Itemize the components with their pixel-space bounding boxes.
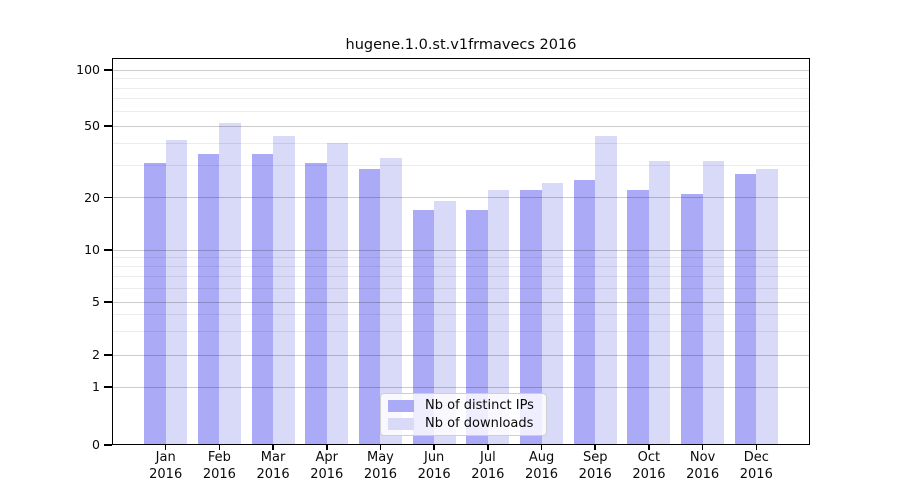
x-tick-aug	[540, 445, 543, 450]
bar-downloads-jul	[487, 190, 510, 445]
x-tick-nov	[701, 445, 704, 450]
major-gridline-1	[112, 386, 810, 388]
x-tick-label-jul: Jul 2016	[471, 450, 505, 482]
y-tick-50	[104, 125, 112, 127]
bar-distinct-ips-aug	[520, 190, 542, 445]
y-tick-100	[104, 69, 112, 71]
x-tick-jan	[164, 445, 167, 450]
y-tick-label-0: 0	[92, 437, 100, 452]
bars-layer	[112, 58, 810, 445]
minor-gridline-6	[112, 287, 810, 289]
x-tick-sep	[594, 445, 597, 450]
x-tick-dec	[755, 445, 758, 450]
x-tick-label-dec: Dec 2016	[739, 450, 773, 482]
bar-downloads-mar	[273, 135, 295, 445]
major-gridline-100	[112, 69, 810, 71]
y-tick-label-5: 5	[92, 294, 100, 309]
minor-gridline-90	[112, 78, 810, 79]
bar-downloads-dec	[756, 168, 778, 445]
bar-distinct-ips-may	[358, 168, 381, 445]
bar-downloads-nov	[702, 160, 725, 445]
y-tick-label-50: 50	[84, 118, 100, 133]
legend-label-downloads: Nb of downloads	[425, 416, 534, 431]
bar-downloads-may	[380, 158, 402, 445]
bar-downloads-oct	[648, 160, 671, 445]
y-tick-label-10: 10	[84, 242, 100, 257]
x-tick-mar	[272, 445, 274, 450]
bar-distinct-ips-mar	[251, 153, 274, 445]
legend-label-distinct-ips: Nb of distinct IPs	[425, 398, 534, 413]
y-tick-0	[104, 444, 112, 446]
y-tick-5	[104, 301, 112, 303]
legend-row-distinct-ips: Nb of distinct IPs	[388, 398, 538, 413]
minor-gridline-3	[112, 331, 810, 333]
bar-distinct-ips-jan	[144, 163, 166, 445]
minor-gridline-60	[112, 110, 810, 112]
minor-gridline-7	[112, 276, 810, 278]
x-tick-label-aug: Aug 2016	[524, 450, 559, 482]
legend: Nb of distinct IPs Nb of downloads	[380, 393, 547, 436]
major-gridline-10	[112, 249, 810, 251]
bar-distinct-ips-apr	[305, 163, 327, 445]
bar-distinct-ips-jun	[412, 209, 435, 445]
minor-gridline-80	[112, 87, 810, 89]
bar-distinct-ips-nov	[681, 193, 703, 445]
x-tick-feb	[218, 445, 221, 450]
y-tick-label-1: 1	[92, 379, 100, 394]
minor-gridline-8	[112, 266, 810, 268]
bar-distinct-ips-feb	[197, 153, 220, 445]
x-tick-oct	[648, 445, 650, 450]
grid-layer	[112, 58, 810, 445]
bar-distinct-ips-sep	[573, 180, 596, 445]
bar-downloads-feb	[219, 122, 241, 445]
x-tick-label-may: May 2016	[363, 450, 397, 482]
y-tick-label-20: 20	[84, 189, 100, 205]
y-tick-label-100: 100	[76, 62, 100, 77]
bar-distinct-ips-dec	[734, 174, 757, 445]
legend-swatch-downloads	[388, 417, 414, 430]
x-tick-label-jun: Jun 2016	[417, 450, 451, 482]
major-gridline-20	[112, 197, 810, 198]
x-tick-label-nov: Nov 2016	[686, 450, 720, 482]
minor-gridline-4	[112, 314, 810, 316]
x-tick-label-oct: Oct 2016	[632, 450, 666, 482]
minor-gridline-70	[112, 98, 810, 100]
minor-gridline-40	[112, 142, 810, 144]
y-tick-10	[104, 249, 112, 251]
bar-distinct-ips-jul	[466, 209, 488, 445]
x-tick-label-feb: Feb 2016	[202, 450, 236, 482]
minor-gridline-30	[112, 165, 810, 167]
y-tick-label-2: 2	[92, 347, 100, 362]
legend-row-downloads: Nb of downloads	[388, 416, 538, 431]
bar-downloads-jan	[165, 139, 188, 445]
major-gridline-5	[112, 301, 810, 303]
x-tick-jul	[487, 445, 489, 450]
x-tick-jun	[433, 445, 435, 450]
y-tick-20	[104, 196, 112, 199]
bar-downloads-aug	[541, 183, 564, 445]
y-tick-2	[104, 354, 112, 356]
y-tick-1	[104, 386, 112, 388]
x-tick-label-jan: Jan 2016	[149, 450, 183, 482]
legend-swatch-distinct-ips	[388, 399, 414, 412]
bar-downloads-jun	[434, 201, 456, 445]
plot-area: Nb of distinct IPs Nb of downloads	[112, 58, 810, 445]
major-gridline-2	[112, 354, 810, 356]
x-tick-label-mar: Mar 2016	[256, 450, 290, 482]
x-tick-label-apr: Apr 2016	[310, 450, 344, 482]
x-tick-label-sep: Sep 2016	[578, 450, 612, 482]
x-tick-may	[379, 445, 382, 450]
major-gridline-50	[112, 125, 810, 127]
bar-distinct-ips-oct	[627, 190, 649, 445]
minor-gridline-9	[112, 257, 810, 259]
bar-downloads-apr	[326, 143, 349, 445]
bar-downloads-sep	[595, 135, 617, 445]
chart-title: hugene.1.0.st.v1frmavecs 2016	[345, 37, 577, 53]
x-tick-apr	[325, 445, 328, 450]
